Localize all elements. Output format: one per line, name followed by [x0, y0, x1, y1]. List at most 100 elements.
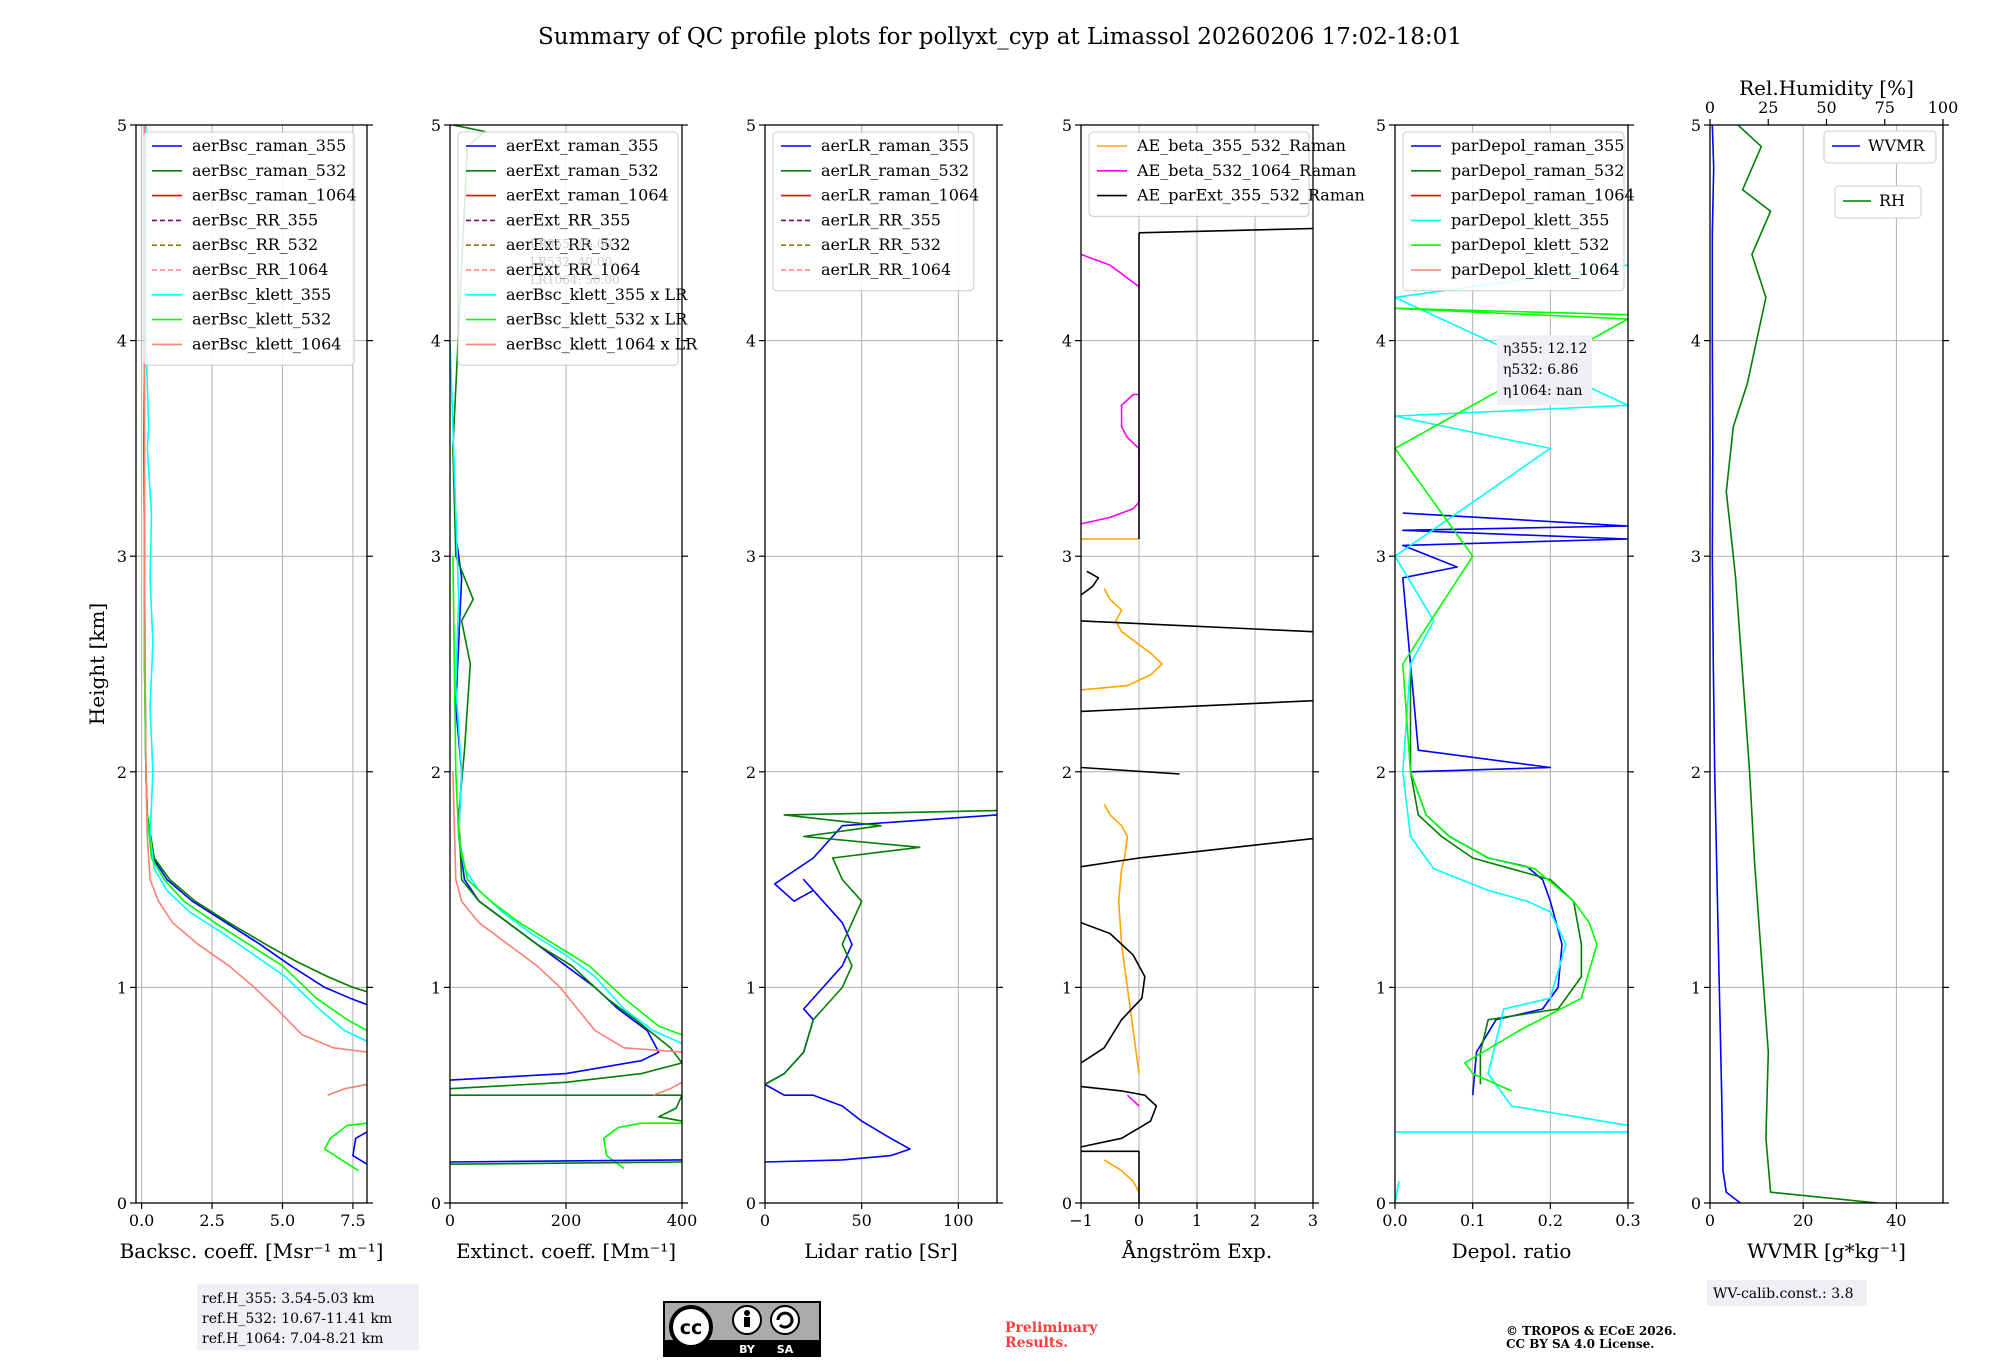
- series-aerExt_raman_532: [450, 125, 682, 1090]
- series-AE_parExt_bottom: [1081, 1085, 1158, 1148]
- cc-sa-label: SA: [777, 1343, 794, 1356]
- legend-label: aerLR_raman_1064: [821, 186, 979, 205]
- series-AE_beta_532_1064_Raman: [1081, 393, 1140, 525]
- series-AE_beta_532_1064_Raman_top: [1081, 253, 1140, 288]
- legend-box: [1402, 131, 1625, 292]
- x-tick-label: −1: [1069, 1211, 1093, 1230]
- series-AE_beta_355_532_Raman_bottom: [1103, 1159, 1140, 1193]
- x-axis-label: Lidar ratio [Sr]: [804, 1239, 958, 1263]
- x-axis-label: WVMR [g*kg⁻¹]: [1747, 1239, 1906, 1263]
- series-aerBsc_klett_1064 x LR: [452, 771, 682, 1053]
- legend-label: RH: [1879, 191, 1905, 210]
- series-AE_parExt_low: [1081, 921, 1146, 1064]
- legend: parDepol_raman_355 parDepol_raman_532 parD…: [1402, 131, 1635, 292]
- legend-label: aerExt_RR_532: [506, 235, 630, 254]
- y-tick-label: 0: [1062, 1194, 1072, 1213]
- x-tick-label: 200: [551, 1211, 582, 1230]
- series-low_salmon: [652, 1081, 682, 1096]
- svg-text:cc: cc: [680, 1317, 703, 1339]
- legend-label: WVMR: [1868, 136, 1925, 155]
- series-AE_beta_532_1064_Raman_low: [1126, 1094, 1140, 1107]
- series-AE_parExt_base: [1081, 1150, 1140, 1203]
- x-tick-label: 2.5: [199, 1211, 224, 1230]
- eta-line: η355: 12.12: [1503, 341, 1587, 357]
- y-tick-label: 4: [1691, 332, 1701, 351]
- x-tick-label: 20: [1793, 1211, 1813, 1230]
- legend-label: aerBsc_RR_532: [192, 235, 318, 254]
- series-group: [450, 125, 682, 1170]
- legend-box: [143, 131, 355, 366]
- series-group: [1395, 264, 1628, 1203]
- series-parDepol_klett_355_bottom: [1395, 1181, 1400, 1203]
- panel-wvmr: 0 20 40 0 1 2 3 4 5 WVMR [g*kg⁻¹] 0 25 50 75 100 Rel.Hu…: [1691, 76, 1958, 1306]
- legend-label: aerLR_raman_355: [821, 136, 969, 155]
- y-tick-label: 2: [746, 763, 756, 782]
- x-tick-label: 0: [1134, 1211, 1144, 1230]
- series-WVMR: [1711, 125, 1741, 1203]
- legend-label: aerExt_RR_355: [506, 210, 630, 229]
- wv-calib-text: WV-calib.const.: 3.8: [1713, 1286, 1853, 1302]
- lr-note: LR1064: 50.00: [530, 273, 620, 287]
- y-tick-label: 5: [1376, 116, 1386, 135]
- series-low_green: [450, 1161, 682, 1165]
- x-tick-label: 0.0: [129, 1211, 154, 1230]
- y-tick-label: 5: [1062, 116, 1072, 135]
- y-tick-label: 1: [1691, 978, 1701, 997]
- x-tick-label: 3: [1308, 1211, 1318, 1230]
- legend-label: parDepol_raman_1064: [1451, 186, 1635, 205]
- x-axis-label: Depol. ratio: [1452, 1239, 1572, 1263]
- legend-box: [1823, 130, 1937, 164]
- legend-label: AE_beta_532_1064_Raman: [1136, 161, 1356, 180]
- series-AE_beta_355_532_Raman_low: [1103, 803, 1140, 1074]
- series-low_green_spike: [450, 1094, 682, 1122]
- series-group: [143, 125, 367, 1172]
- legend-label: AE_parExt_355_532_Raman: [1136, 186, 1365, 205]
- series-AE_parExt_hook: [1081, 570, 1100, 596]
- legend-label: aerExt_raman_532: [506, 161, 659, 180]
- share-alike-icon: [770, 1305, 800, 1335]
- legend-label: aerBsc_raman_1064: [192, 186, 357, 205]
- legend-label: aerExt_RR_1064: [506, 260, 641, 279]
- legend-label: aerBsc_klett_532: [192, 310, 331, 329]
- y-tick-label: 1: [1062, 978, 1072, 997]
- legend-label: aerLR_raman_532: [821, 161, 969, 180]
- series-parDepol_raman_532: [1409, 664, 1583, 1085]
- legend-label: aerBsc_RR_1064: [192, 260, 328, 279]
- figure-title: Summary of QC profile plots for pollyxt_…: [538, 24, 1462, 50]
- x-tick-label: 50: [851, 1211, 871, 1230]
- legend-label: aerBsc_RR_355: [192, 210, 318, 229]
- x-tick-label: 0.0: [1382, 1211, 1407, 1230]
- legend-label: parDepol_raman_532: [1451, 161, 1624, 180]
- y-tick-label: 2: [1062, 763, 1072, 782]
- series-aerExt_raman_355: [450, 534, 660, 1081]
- y-tick-label: 1: [431, 978, 441, 997]
- ref-height-box: ref.H_355: 3.54-5.03 km ref.H_532: 10.67-…: [197, 1284, 419, 1350]
- y-axis-label: Height [km]: [85, 603, 109, 725]
- y-tick-label: 4: [746, 332, 756, 351]
- series-low_lime: [602, 1122, 682, 1170]
- y-tick-label: 3: [1376, 547, 1386, 566]
- panel-backscatter: 0.0 2.5 5.0 7.5 0 1 2 3 4 5 Backsc. coeff. [Msr⁻¹ …: [85, 116, 419, 1350]
- top-tick-label: 25: [1758, 98, 1778, 117]
- wv-calib-box: WV-calib.const.: 3.8: [1707, 1280, 1867, 1306]
- series-AE_parExt_mid1: [1081, 620, 1313, 633]
- y-tick-label: 2: [1691, 763, 1701, 782]
- y-tick-label: 0: [746, 1194, 756, 1213]
- x-tick-label: 40: [1886, 1211, 1906, 1230]
- legend-label: aerBsc_klett_532 x LR: [506, 310, 688, 329]
- top-tick-label: 75: [1875, 98, 1895, 117]
- legend: aerBsc_raman_355 aerBsc_raman_532 aerBsc_r…: [143, 131, 357, 366]
- y-tick-label: 0: [117, 1194, 127, 1213]
- series-aerBsc_klett_355 x LR: [450, 340, 682, 1045]
- legend-label: aerExt_raman_355: [506, 136, 659, 155]
- y-tick-label: 2: [117, 763, 127, 782]
- x-tick-label: 0.2: [1538, 1211, 1563, 1230]
- legend-label: aerBsc_raman_532: [192, 161, 346, 180]
- lr-note: LR532: 40.00: [530, 255, 612, 269]
- series-aerBsc_klett_532 x LR: [452, 556, 682, 1036]
- y-tick-label: 4: [1376, 332, 1386, 351]
- y-tick-label: 2: [1376, 763, 1386, 782]
- ref-height-line: ref.H_1064: 7.04-8.21 km: [202, 1331, 383, 1347]
- legend-label: aerBsc_klett_1064: [192, 334, 341, 353]
